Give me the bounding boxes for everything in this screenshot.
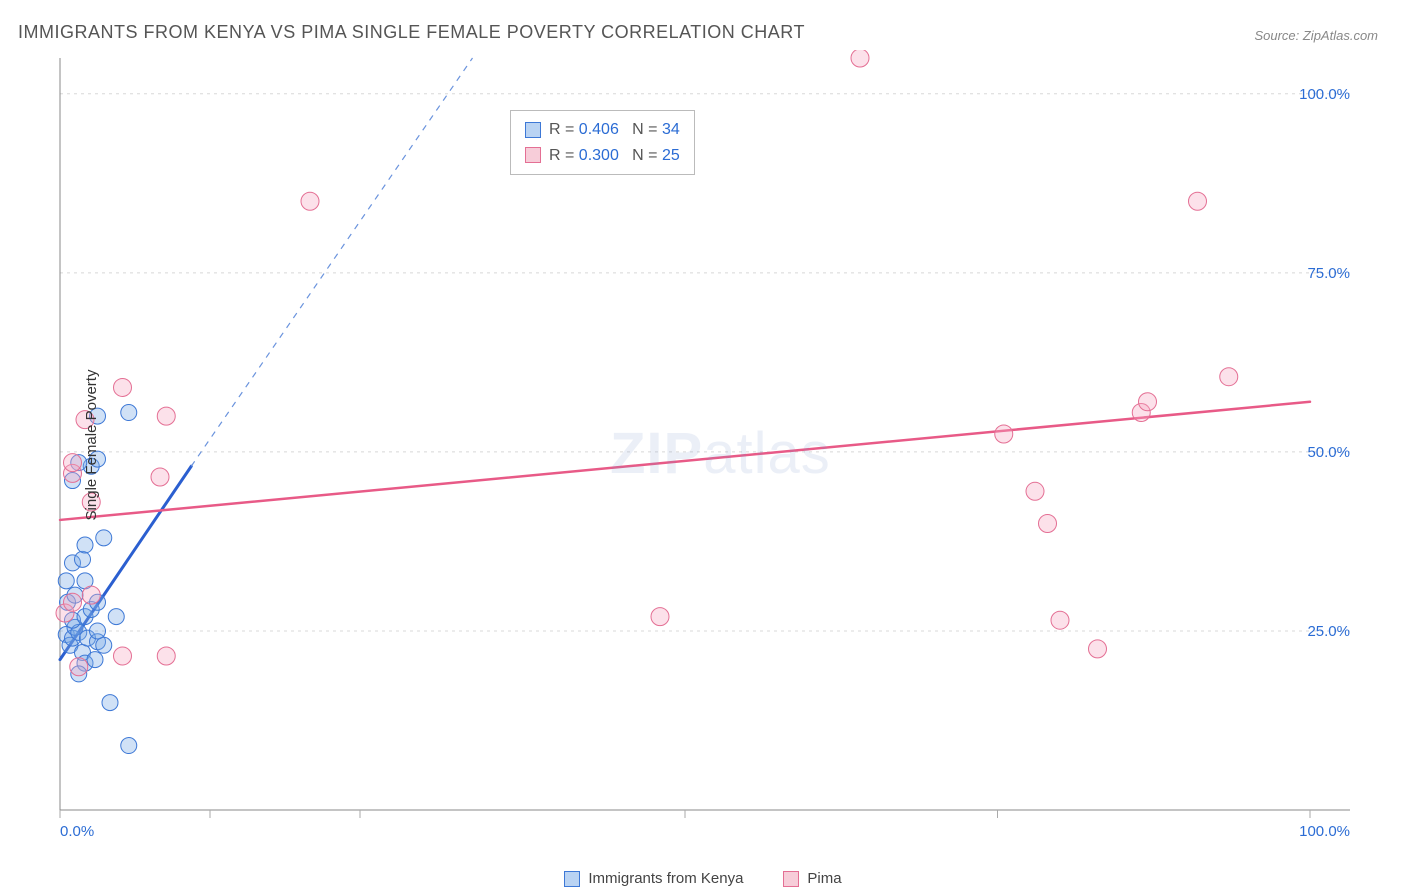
legend-swatch bbox=[525, 122, 541, 138]
svg-text:100.0%: 100.0% bbox=[1299, 823, 1350, 840]
svg-text:25.0%: 25.0% bbox=[1307, 623, 1350, 640]
legend-swatch bbox=[783, 871, 799, 887]
legend-series-item: Pima bbox=[783, 870, 841, 887]
legend-label: Pima bbox=[807, 870, 841, 887]
legend-correlation: R = 0.406 N = 34R = 0.300 N = 25 bbox=[510, 110, 695, 175]
legend-correlation-row: R = 0.406 N = 34 bbox=[525, 117, 680, 143]
svg-text:0.0%: 0.0% bbox=[60, 823, 94, 840]
svg-text:75.0%: 75.0% bbox=[1307, 265, 1350, 282]
chart-title: IMMIGRANTS FROM KENYA VS PIMA SINGLE FEM… bbox=[18, 22, 805, 43]
chart-container: Single Female Poverty 0.0% 100.0% 25.0% 50.… bbox=[50, 50, 1356, 840]
svg-text:50.0%: 50.0% bbox=[1307, 444, 1350, 461]
svg-text:100.0%: 100.0% bbox=[1299, 86, 1350, 103]
legend-label: Immigrants from Kenya bbox=[588, 870, 743, 887]
y-axis-label: Single Female Poverty bbox=[83, 370, 100, 521]
legend-swatch bbox=[525, 147, 541, 163]
legend-series-item: Immigrants from Kenya bbox=[564, 870, 743, 887]
legend-series: Immigrants from Kenya Pima bbox=[0, 870, 1406, 887]
source-attribution: Source: ZipAtlas.com bbox=[1254, 28, 1378, 43]
scatter-chart: 0.0% 100.0% 25.0% 50.0% 75.0% 100.0% bbox=[50, 50, 1356, 840]
legend-correlation-row: R = 0.300 N = 25 bbox=[525, 143, 680, 169]
legend-swatch bbox=[564, 871, 580, 887]
